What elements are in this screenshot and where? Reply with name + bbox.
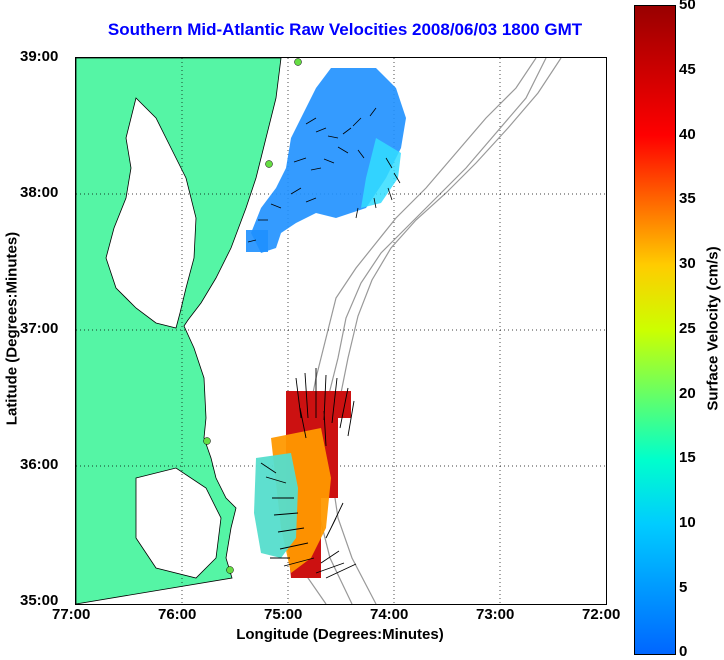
colorbar-tick: 0 — [679, 643, 688, 660]
colorbar-tick: 5 — [679, 579, 688, 596]
x-tick-label: 73:00 — [476, 606, 515, 623]
y-tick-label: 36:00 — [20, 456, 59, 473]
velocity-cell — [246, 230, 268, 252]
station-marker — [226, 566, 234, 574]
colorbar-tick: 30 — [679, 255, 696, 272]
colorbar-tick: 40 — [679, 126, 696, 143]
velocity-arrows — [247, 107, 401, 243]
velocity-field-north-edge — [361, 138, 401, 208]
colorbar-tick: 20 — [679, 385, 696, 402]
y-tick-label: 37:00 — [20, 320, 59, 337]
x-tick-label: 72:00 — [582, 606, 621, 623]
x-tick-label: 75:00 — [264, 606, 303, 623]
x-axis-title: Longitude (Degrees:Minutes) — [236, 626, 444, 643]
pamlico-sound — [135, 467, 222, 579]
colorbar-tick: 15 — [679, 449, 696, 466]
y-tick-label: 38:00 — [20, 184, 59, 201]
colorbar-tick: 10 — [679, 514, 696, 531]
station-marker — [294, 58, 302, 66]
y-tick-label: 35:00 — [20, 592, 59, 609]
colorbar-tick: 35 — [679, 190, 696, 207]
x-tick-label: 77:00 — [52, 606, 91, 623]
map-title: Southern Mid-Atlantic Raw Velocities 200… — [107, 20, 583, 39]
colorbar-tick: 25 — [679, 320, 696, 337]
velocity-arrows-south — [260, 368, 357, 579]
colorbar-tick: 50 — [679, 0, 696, 13]
station-marker — [265, 160, 273, 168]
chesapeake-bay — [105, 97, 197, 329]
station-marker — [203, 437, 211, 445]
x-tick-label: 76:00 — [158, 606, 197, 623]
map-area[interactable] — [75, 57, 607, 605]
colorbar-tick: 45 — [679, 61, 696, 78]
y-tick-label: 39:00 — [20, 48, 59, 65]
colorbar — [634, 5, 676, 655]
map-svg — [76, 58, 606, 604]
velocity-field-south-cool — [254, 453, 298, 558]
x-tick-label: 74:00 — [370, 606, 409, 623]
y-axis-title: Latitude (Degrees:Minutes) — [3, 231, 21, 426]
colorbar-label: Surface Velocity (cm/s) — [704, 246, 722, 411]
